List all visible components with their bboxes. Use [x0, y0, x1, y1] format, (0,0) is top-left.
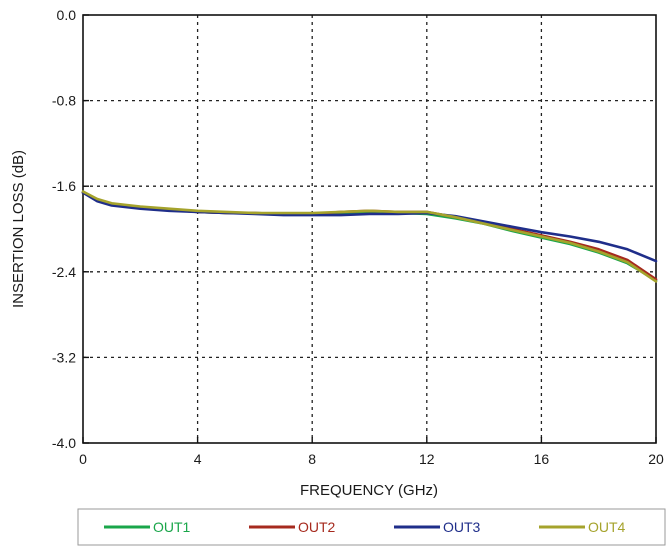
- tick-labels: 0 4 8 12 16 20 0.0 -0.8 -1.6 -2.4 -3.2 -4.0: [52, 7, 664, 467]
- legend: OUT1 OUT2 OUT3 OUT4: [77, 508, 666, 546]
- series-line-out3: [81, 191, 658, 263]
- y-tick-label: -0.8: [52, 93, 76, 109]
- x-tick-label: 12: [419, 451, 435, 467]
- tick-marks: [82, 14, 657, 444]
- grid-lines: [83, 15, 656, 443]
- x-axis-label: FREQUENCY (GHz): [300, 482, 438, 499]
- x-tick-label: 8: [308, 451, 316, 467]
- x-tick-label: 16: [534, 451, 550, 467]
- x-tick-label: 20: [648, 451, 664, 467]
- legend-entries: OUT1 OUT2 OUT3 OUT4: [104, 519, 626, 535]
- x-tick-label: 0: [79, 451, 87, 467]
- legend-label-out4: OUT4: [588, 519, 626, 535]
- y-tick-label: -4.0: [52, 435, 76, 451]
- y-tick-label: -2.4: [52, 264, 76, 280]
- legend-label-out3: OUT3: [443, 519, 481, 535]
- plot-frame: [82, 14, 657, 444]
- legend-label-out2: OUT2: [298, 519, 336, 535]
- x-tick-label: 4: [194, 451, 202, 467]
- y-tick-label: -3.2: [52, 349, 76, 365]
- y-axis-label: INSERTION LOSS (dB): [10, 150, 27, 308]
- legend-label-out1: OUT1: [153, 519, 191, 535]
- series-line-out4: [81, 190, 658, 283]
- series-lines: [81, 190, 658, 283]
- y-tick-label: 0.0: [57, 7, 77, 23]
- y-tick-label: -1.6: [52, 178, 76, 194]
